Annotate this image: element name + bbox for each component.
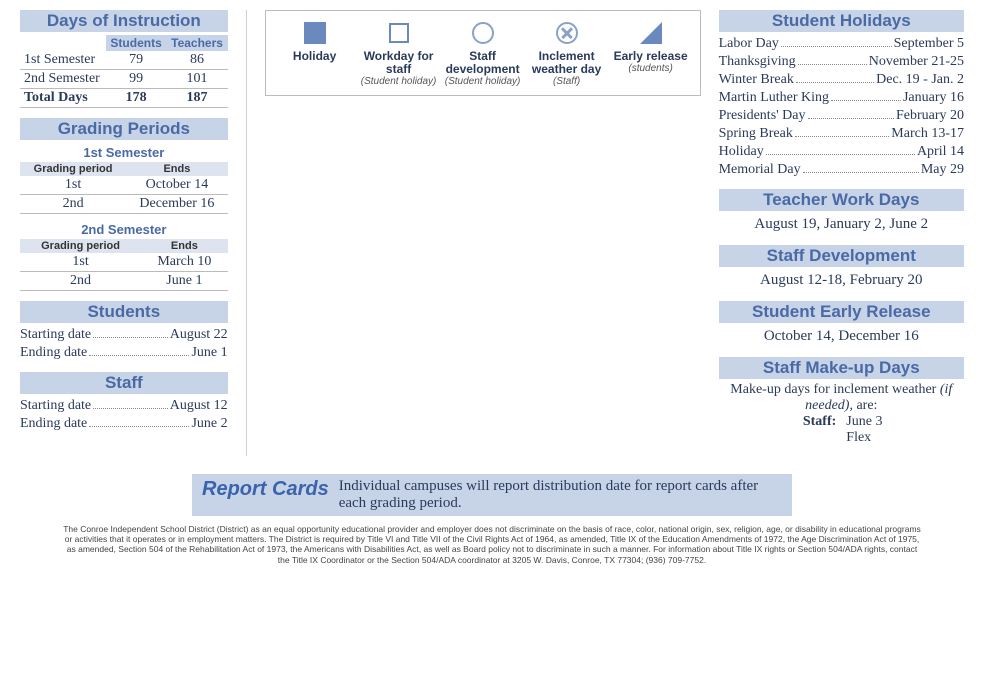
grading-table: Grading periodEnds 1stMarch 10 2ndJune 1 [20,239,228,291]
legend-item: Holiday [276,19,354,87]
filled-square-icon [304,22,326,44]
section-header: Students [20,301,228,323]
makeup-block: Staff Make-up Days Make-up days for incl… [719,357,964,446]
table-row: 1stMarch 10 [20,253,228,272]
dot-row: Spring BreakMarch 13-17 [719,125,964,143]
dot-row: Ending dateJune 2 [20,415,228,433]
report-cards-bar: Report Cards Individual campuses will re… [192,474,792,516]
makeup-staff-row: Staff:June 3 [719,414,964,430]
section-header: Grading Periods [20,118,228,140]
x-circle-icon [556,22,578,44]
section-header: Staff Make-up Days [719,357,964,379]
fine-print: The Conroe Independent School District (… [60,524,924,565]
table-header-row: Students Teachers [20,35,228,51]
teacher-work-block: Teacher Work Days August 19, January 2, … [719,189,964,235]
section-text: August 12-18, February 20 [719,270,964,291]
table-row: 1stOctober 14 [20,176,228,195]
report-cards-body: Individual campuses will report distribu… [339,478,782,512]
right-column: Student Holidays Labor DaySeptember 5 Th… [719,10,964,456]
legend: Holiday Workday for staff(Student holida… [265,10,701,96]
table-row: 2ndDecember 16 [20,195,228,214]
staff-block: Staff Starting dateAugust 12 Ending date… [20,372,228,433]
holidays-block: Student Holidays Labor DaySeptember 5 Th… [719,10,964,179]
dot-row: Winter BreakDec. 19 - Jan. 2 [719,71,964,89]
legend-item: Staff development(Student holiday) [444,19,522,87]
triangle-icon [640,22,662,44]
column-divider [246,10,247,456]
days-of-instruction: Days of Instruction Students Teachers 1s… [20,10,228,108]
legend-item: Inclement weather day(Staff) [528,19,606,87]
section-header: Teacher Work Days [719,189,964,211]
early-release-block: Student Early Release October 14, Decemb… [719,301,964,347]
section-header: Days of Instruction [20,10,228,32]
makeup-intro: Make-up days for inclement weather (if n… [719,382,964,414]
circle-icon [472,22,494,44]
table-header-row: Grading periodEnds [20,239,228,253]
section-header: Staff Development [719,245,964,267]
students-block: Students Starting dateAugust 22 Ending d… [20,301,228,362]
table-row: 2ndJune 1 [20,272,228,291]
table-header-row: Grading periodEnds [20,162,228,176]
legend-item: Early release(students) [612,19,690,87]
subsection-header: 1st Semester [20,143,228,162]
main-grid: Days of Instruction Students Teachers 1s… [20,10,964,456]
dot-row: Starting dateAugust 12 [20,397,228,415]
makeup-staff-row: Flex [719,430,964,446]
left-column: Days of Instruction Students Teachers 1s… [20,10,228,456]
open-square-icon [389,23,409,43]
dot-row: Memorial DayMay 29 [719,161,964,179]
dot-row: Martin Luther KingJanuary 16 [719,89,964,107]
report-cards-title: Report Cards [202,478,329,501]
dot-row: Ending dateJune 1 [20,344,228,362]
legend-item: Workday for staff(Student holiday) [360,19,438,87]
section-text: August 19, January 2, June 2 [719,214,964,235]
staff-dev-block: Staff Development August 12-18, February… [719,245,964,291]
days-table: Students Teachers 1st Semester7986 2nd S… [20,35,228,108]
dot-row: HolidayApril 14 [719,143,964,161]
dot-row: Labor DaySeptember 5 [719,35,964,53]
table-row: Total Days178187 [20,89,228,108]
table-row: 1st Semester7986 [20,51,228,70]
section-header: Student Holidays [719,10,964,32]
table-row: 2nd Semester99101 [20,70,228,89]
grading-periods: Grading Periods 1st Semester Grading per… [20,118,228,291]
dot-row: Starting dateAugust 22 [20,326,228,344]
middle-column: Holiday Workday for staff(Student holida… [265,10,701,456]
section-text: October 14, December 16 [719,326,964,347]
section-header: Student Early Release [719,301,964,323]
subsection-header: 2nd Semester [20,220,228,239]
section-header: Staff [20,372,228,394]
dot-row: ThanksgivingNovember 21-25 [719,53,964,71]
grading-table: Grading periodEnds 1stOctober 14 2ndDece… [20,162,228,214]
dot-row: Presidents' DayFebruary 20 [719,107,964,125]
